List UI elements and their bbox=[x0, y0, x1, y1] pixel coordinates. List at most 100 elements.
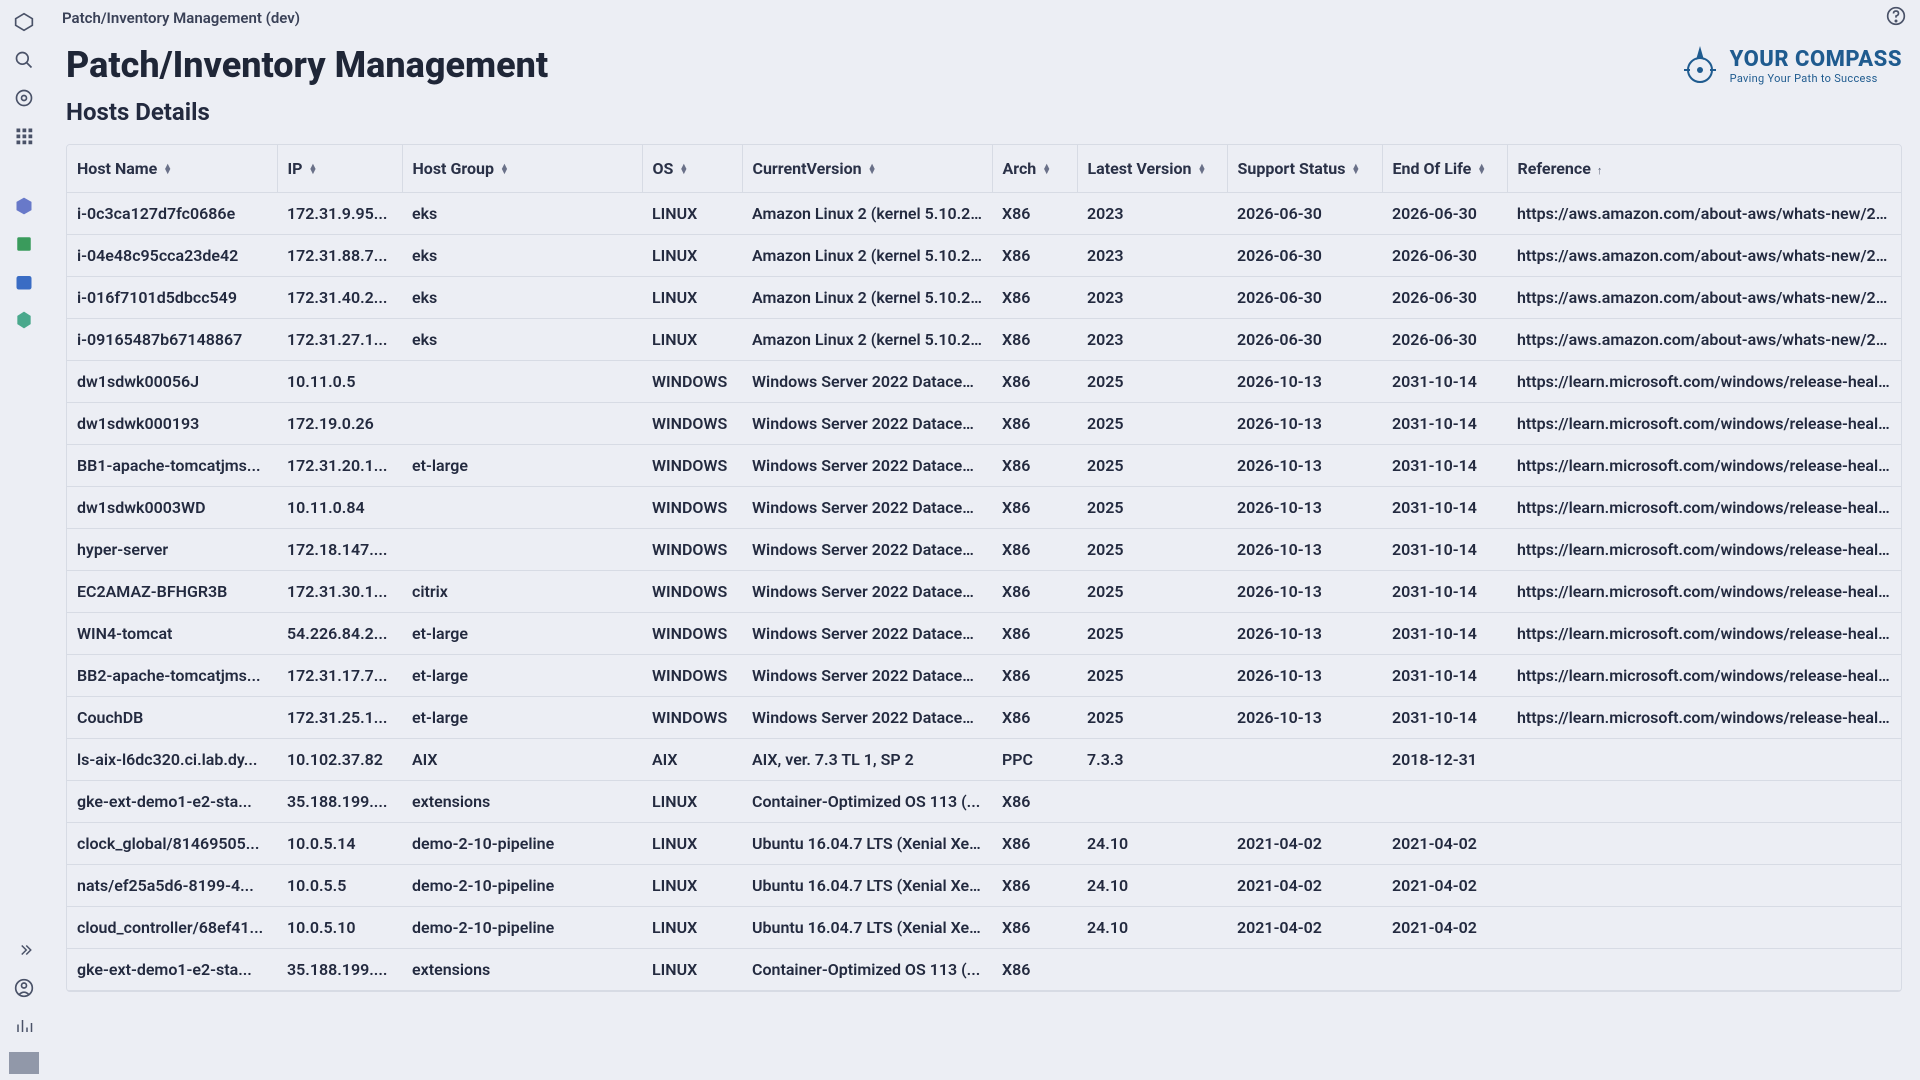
table-cell: eks bbox=[402, 235, 642, 277]
table-row[interactable]: gke-ext-demo1-e2-sta...35.188.199....ext… bbox=[67, 781, 1901, 823]
nav-cube-icon[interactable] bbox=[12, 194, 36, 218]
table-cell: Amazon Linux 2 (kernel 5.10.2... bbox=[742, 319, 992, 361]
table-row[interactable]: CouchDB172.31.25.1...et-largeWINDOWSWind… bbox=[67, 697, 1901, 739]
table-cell: https://learn.microsoft.com/windows/rele… bbox=[1507, 697, 1901, 739]
table-cell: cloud_controller/68ef41... bbox=[67, 907, 277, 949]
table-cell: Windows Server 2022 Datacen... bbox=[742, 361, 992, 403]
table-cell bbox=[1227, 949, 1382, 991]
table-row[interactable]: i-09165487b67148867172.31.27.1...eksLINU… bbox=[67, 319, 1901, 361]
table-cell: 2025 bbox=[1077, 403, 1227, 445]
nav-home-icon[interactable] bbox=[12, 10, 36, 34]
table-row[interactable]: EC2AMAZ-BFHGR3B172.31.30.1...citrixWINDO… bbox=[67, 571, 1901, 613]
column-header-support-status[interactable]: Support Status▲▼ bbox=[1227, 145, 1382, 193]
table-cell: 2026-10-13 bbox=[1227, 613, 1382, 655]
table-cell: 2021-04-02 bbox=[1382, 865, 1507, 907]
table-cell: i-016f7101d5dbcc549 bbox=[67, 277, 277, 319]
table-cell: eks bbox=[402, 277, 642, 319]
column-header-end-of-life[interactable]: End Of Life▲▼ bbox=[1382, 145, 1507, 193]
table-cell: 172.31.9.95... bbox=[277, 193, 402, 235]
table-cell: 2031-10-14 bbox=[1382, 613, 1507, 655]
table-cell: 2026-10-13 bbox=[1227, 571, 1382, 613]
table-row[interactable]: ls-aix-l6dc320.ci.lab.dy...10.102.37.82A… bbox=[67, 739, 1901, 781]
table-cell: 2025 bbox=[1077, 697, 1227, 739]
column-header-host-group[interactable]: Host Group▲▼ bbox=[402, 145, 642, 193]
table-cell: eks bbox=[402, 319, 642, 361]
table-cell: demo-2-10-pipeline bbox=[402, 907, 642, 949]
sidebar bbox=[0, 0, 48, 1080]
table-cell: PPC bbox=[992, 739, 1077, 781]
table-cell bbox=[1382, 949, 1507, 991]
sort-icon: ▲▼ bbox=[868, 165, 877, 175]
table-cell bbox=[1507, 865, 1901, 907]
table-row[interactable]: i-016f7101d5dbcc549172.31.40.2...eksLINU… bbox=[67, 277, 1901, 319]
search-icon[interactable] bbox=[12, 48, 36, 72]
table-cell: https://aws.amazon.com/about-aws/whats-n… bbox=[1507, 235, 1901, 277]
table-cell bbox=[402, 487, 642, 529]
table-row[interactable]: WIN4-tomcat54.226.84.2...et-largeWINDOWS… bbox=[67, 613, 1901, 655]
table-row[interactable]: cloud_controller/68ef41...10.0.5.10demo-… bbox=[67, 907, 1901, 949]
table-cell: dw1sdwk0003WD bbox=[67, 487, 277, 529]
table-cell: https://learn.microsoft.com/windows/rele… bbox=[1507, 361, 1901, 403]
table-cell: 2023 bbox=[1077, 235, 1227, 277]
column-header-host-name[interactable]: Host Name▲▼ bbox=[67, 145, 277, 193]
table-row[interactable]: i-04e48c95cca23de42172.31.88.7...eksLINU… bbox=[67, 235, 1901, 277]
sort-asc-icon: ↑ bbox=[1597, 164, 1603, 177]
table-cell: demo-2-10-pipeline bbox=[402, 865, 642, 907]
table-cell: 35.188.199.... bbox=[277, 949, 402, 991]
nav-hex-icon[interactable] bbox=[12, 308, 36, 332]
table-row[interactable]: clock_global/81469505...10.0.5.14demo-2-… bbox=[67, 823, 1901, 865]
table-cell: 2026-06-30 bbox=[1227, 193, 1382, 235]
table-cell: 2031-10-14 bbox=[1382, 361, 1507, 403]
table-cell: WINDOWS bbox=[642, 529, 742, 571]
table-cell: X86 bbox=[992, 571, 1077, 613]
column-header-arch[interactable]: Arch▲▼ bbox=[992, 145, 1077, 193]
table-cell: Container-Optimized OS 113 (... bbox=[742, 949, 992, 991]
table-cell: LINUX bbox=[642, 781, 742, 823]
table-cell: WINDOWS bbox=[642, 445, 742, 487]
table-cell: Container-Optimized OS 113 (... bbox=[742, 781, 992, 823]
table-cell: 2025 bbox=[1077, 361, 1227, 403]
table-row[interactable]: gke-ext-demo1-e2-sta...35.188.199....ext… bbox=[67, 949, 1901, 991]
table-row[interactable]: i-0c3ca127d7fc0686e172.31.9.95...eksLINU… bbox=[67, 193, 1901, 235]
table-cell: https://learn.microsoft.com/windows/rele… bbox=[1507, 403, 1901, 445]
table-row[interactable]: dw1sdwk0003WD10.11.0.84WINDOWSWindows Se… bbox=[67, 487, 1901, 529]
nav-sheet-icon[interactable] bbox=[12, 232, 36, 256]
user-icon[interactable] bbox=[12, 976, 36, 1000]
table-row[interactable]: dw1sdwk00056J10.11.0.5WINDOWSWindows Ser… bbox=[67, 361, 1901, 403]
table-cell: 2025 bbox=[1077, 571, 1227, 613]
column-header-ip[interactable]: IP▲▼ bbox=[277, 145, 402, 193]
table-cell: hyper-server bbox=[67, 529, 277, 571]
table-cell: LINUX bbox=[642, 235, 742, 277]
column-header-reference[interactable]: Reference↑ bbox=[1507, 145, 1901, 193]
table-cell: https://learn.microsoft.com/windows/rele… bbox=[1507, 613, 1901, 655]
table-cell: WINDOWS bbox=[642, 361, 742, 403]
expand-icon[interactable] bbox=[12, 938, 36, 962]
help-icon[interactable] bbox=[1886, 6, 1906, 30]
table-cell: 2031-10-14 bbox=[1382, 571, 1507, 613]
table-cell: X86 bbox=[992, 403, 1077, 445]
table-cell: Windows Server 2022 Datacen... bbox=[742, 613, 992, 655]
table-cell: X86 bbox=[992, 781, 1077, 823]
table-row[interactable]: dw1sdwk000193172.19.0.26WINDOWSWindows S… bbox=[67, 403, 1901, 445]
table-cell: 2025 bbox=[1077, 655, 1227, 697]
table-cell: https://aws.amazon.com/about-aws/whats-n… bbox=[1507, 193, 1901, 235]
table-cell: X86 bbox=[992, 277, 1077, 319]
table-cell: Amazon Linux 2 (kernel 5.10.2... bbox=[742, 193, 992, 235]
table-cell: https://aws.amazon.com/about-aws/whats-n… bbox=[1507, 277, 1901, 319]
apps-grid-icon[interactable] bbox=[12, 124, 36, 148]
nav-target-icon[interactable] bbox=[12, 86, 36, 110]
table-cell bbox=[1507, 907, 1901, 949]
table-row[interactable]: BB1-apache-tomcatjms...172.31.20.1...et-… bbox=[67, 445, 1901, 487]
column-header-latest-version[interactable]: Latest Version▲▼ bbox=[1077, 145, 1227, 193]
column-header-currentversion[interactable]: CurrentVersion▲▼ bbox=[742, 145, 992, 193]
table-cell: 2025 bbox=[1077, 487, 1227, 529]
table-row[interactable]: nats/ef25a5d6-8199-4...10.0.5.5demo-2-10… bbox=[67, 865, 1901, 907]
table-cell: https://learn.microsoft.com/windows/rele… bbox=[1507, 487, 1901, 529]
table-row[interactable]: BB2-apache-tomcatjms...172.31.17.7...et-… bbox=[67, 655, 1901, 697]
nav-calendar-icon[interactable] bbox=[12, 270, 36, 294]
column-header-os[interactable]: OS▲▼ bbox=[642, 145, 742, 193]
table-row[interactable]: hyper-server172.18.147....WINDOWSWindows… bbox=[67, 529, 1901, 571]
table-cell: extensions bbox=[402, 949, 642, 991]
chart-icon[interactable] bbox=[12, 1014, 36, 1038]
table-cell: 10.0.5.10 bbox=[277, 907, 402, 949]
